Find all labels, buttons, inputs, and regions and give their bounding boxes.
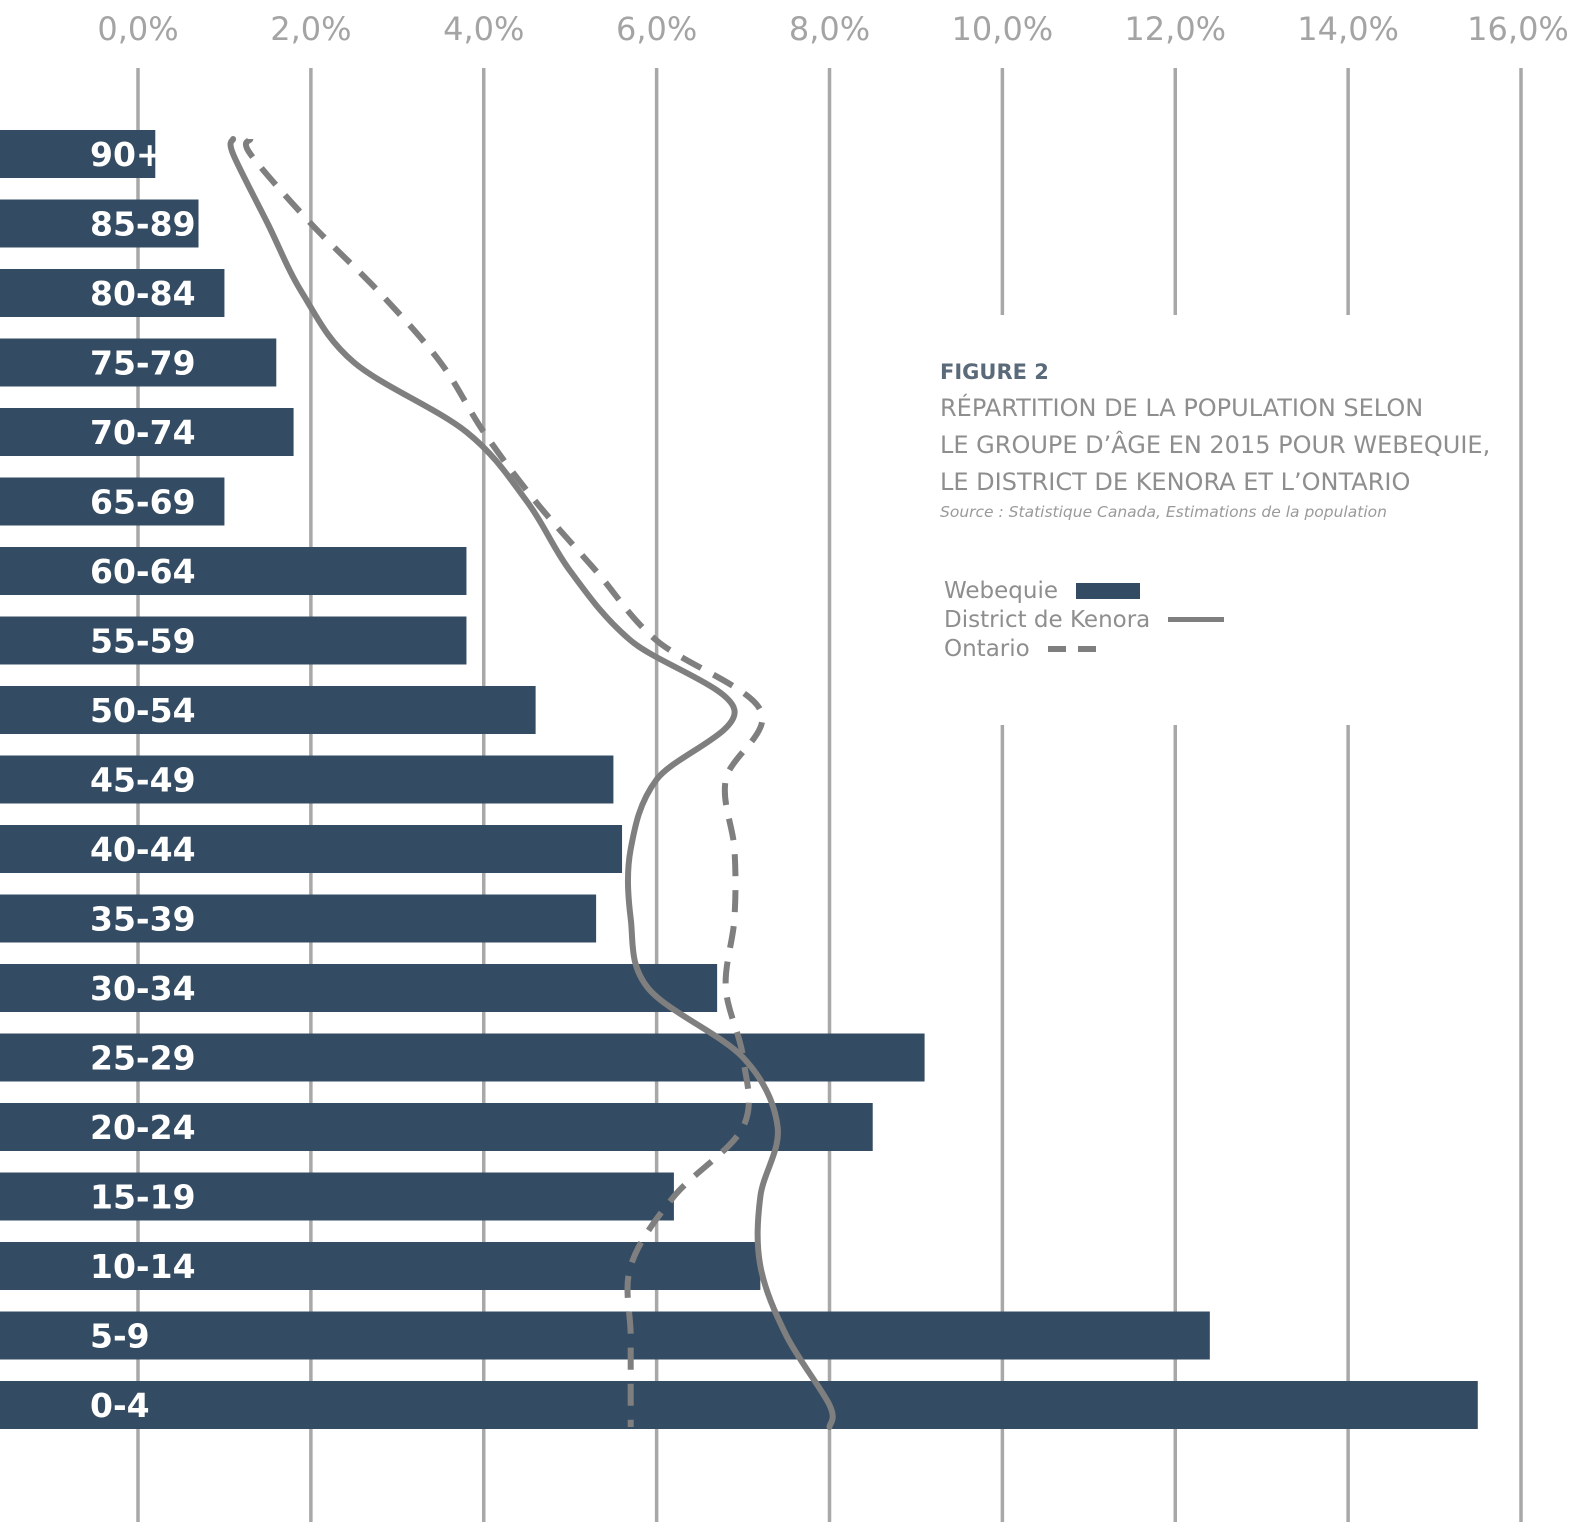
age-group-label: 65-69 — [90, 483, 196, 522]
legend-item-webequie: Webequie — [944, 576, 1224, 605]
age-group-label: 30-34 — [90, 969, 196, 1008]
bar — [0, 269, 225, 317]
age-group-label: 90+ — [90, 135, 164, 174]
age-group-label: 75-79 — [90, 344, 196, 383]
age-group-label: 50-54 — [90, 691, 196, 730]
age-group-label: 5-9 — [90, 1317, 150, 1356]
bar — [0, 408, 294, 456]
age-group-label: 70-74 — [90, 413, 196, 452]
figure-number: FIGURE 2 — [940, 360, 1049, 384]
chart-source: Source : Statistique Canada, Estimations… — [940, 503, 1387, 521]
kenora-line — [227, 136, 836, 1430]
chart-title-line: LE GROUPE D’ÂGE EN 2015 POUR WEBEQUIE, — [940, 431, 1491, 459]
x-tick-label: 0,0% — [97, 10, 178, 48]
bar — [0, 1242, 761, 1290]
x-tick-label: 8,0% — [789, 10, 870, 48]
bar — [0, 199, 199, 248]
webequie-bars — [0, 130, 1478, 1429]
legend-item-ontario: Ontario — [944, 634, 1224, 663]
x-tick-label: 4,0% — [443, 10, 524, 48]
legend-label: District de Kenora — [944, 606, 1151, 633]
age-group-label: 85-89 — [90, 205, 196, 244]
legend-swatch-solid-line — [1168, 617, 1225, 622]
x-axis-tick-labels: 0,0% 2,0% 4,0% 6,0% 8,0% 10,0% 12,0% 14,0% 16,0% — [97, 10, 1568, 48]
legend-label: Webequie — [944, 577, 1059, 604]
age-group-label: 25-29 — [90, 1039, 196, 1078]
bar — [0, 825, 623, 873]
chart-legend: Webequie District de Kenora Ontario — [944, 576, 1225, 663]
age-group-label: 0-4 — [90, 1386, 150, 1425]
x-tick-label: 16,0% — [1467, 10, 1569, 48]
chart-title: RÉPARTITION DE LA POPULATION SELON LE GR… — [940, 390, 1540, 501]
ontario-line — [242, 137, 766, 1427]
x-tick-label: 10,0% — [952, 10, 1054, 48]
bar — [0, 338, 277, 387]
age-group-label: 15-19 — [90, 1178, 196, 1217]
series-lines — [227, 136, 836, 1430]
bar — [0, 686, 536, 734]
chart-title-line: LE DISTRICT DE KENORA ET L’ONTARIO — [940, 468, 1411, 496]
age-group-label: 35-39 — [90, 900, 196, 939]
age-group-label: 60-64 — [90, 552, 196, 591]
bar — [0, 1033, 925, 1082]
age-group-label: 40-44 — [90, 830, 196, 869]
legend-swatch-bar — [1076, 582, 1141, 599]
bar — [0, 1311, 1210, 1360]
bar — [0, 964, 718, 1012]
chart-title-line: RÉPARTITION DE LA POPULATION SELON — [940, 394, 1424, 422]
bar — [0, 130, 156, 178]
age-group-label: 45-49 — [90, 761, 196, 800]
age-group-label: 55-59 — [90, 622, 196, 661]
x-tick-label: 14,0% — [1297, 10, 1399, 48]
age-group-label: 80-84 — [90, 274, 196, 313]
bar — [0, 1172, 674, 1221]
x-tick-label: 6,0% — [616, 10, 697, 48]
legend-swatch-dashed-line — [1047, 645, 1096, 652]
bar — [0, 616, 467, 665]
bar — [0, 477, 225, 526]
age-group-label: 10-14 — [90, 1247, 196, 1286]
x-tick-label: 12,0% — [1124, 10, 1226, 48]
figure-caption: FIGURE 2 RÉPARTITION DE LA POPULATION SE… — [940, 360, 1540, 521]
age-group-label: 20-24 — [90, 1108, 196, 1147]
x-tick-label: 2,0% — [270, 10, 351, 48]
bar — [0, 1381, 1478, 1429]
bar — [0, 755, 614, 804]
bar — [0, 547, 467, 595]
age-group-labels: 90+ 85-89 80-84 75-79 70-74 65-69 60-64 55-59 50… — [90, 135, 196, 1425]
bar — [0, 894, 597, 943]
legend-item-kenora: District de Kenora — [944, 605, 1225, 634]
legend-label: Ontario — [944, 635, 1030, 662]
